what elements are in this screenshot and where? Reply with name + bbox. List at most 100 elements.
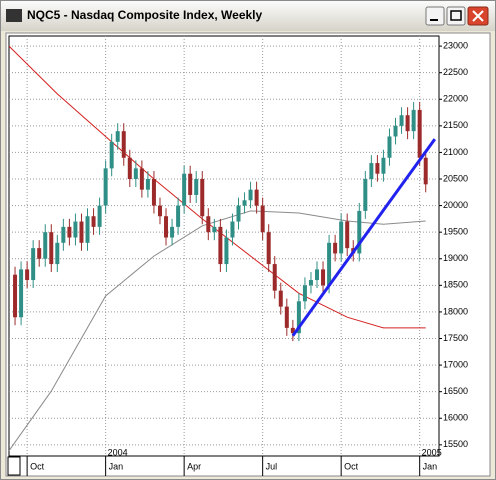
candle-body — [369, 163, 374, 180]
candle-body — [170, 226, 175, 238]
trendline — [291, 138, 437, 337]
candle-body — [133, 168, 138, 180]
title-bar — [1, 1, 495, 31]
candle-body — [345, 221, 350, 249]
candle-body — [333, 242, 338, 254]
candle-body — [115, 131, 120, 142]
candle-body — [194, 179, 199, 195]
candle-body — [176, 205, 181, 227]
y-tick-label: 20500 — [443, 173, 468, 183]
candle-body — [315, 269, 320, 281]
candle-body — [151, 179, 156, 206]
moving-average — [8, 210, 426, 451]
candle-body — [393, 125, 398, 137]
candle-body — [405, 115, 410, 132]
candle-body — [25, 269, 30, 281]
candle-body — [182, 173, 187, 206]
year-label: 2004 — [108, 447, 128, 457]
candle-body — [411, 109, 416, 132]
candle-body — [188, 173, 193, 195]
y-tick-label: 17000 — [443, 359, 468, 369]
x-tick-label: Jan — [109, 461, 124, 471]
candle-body — [73, 221, 78, 238]
candle-body — [157, 205, 162, 217]
candle-body — [103, 168, 108, 206]
y-tick-label: 21500 — [443, 120, 468, 130]
candle-body — [302, 285, 307, 302]
candle-body — [399, 115, 404, 126]
candle-body — [218, 226, 223, 265]
candle-body — [91, 216, 96, 227]
candle-body — [290, 327, 295, 334]
y-tick-label: 19500 — [443, 227, 468, 237]
candle-body — [206, 216, 211, 233]
minimize-button[interactable] — [425, 6, 445, 26]
candle-body — [55, 242, 60, 265]
candle-body — [417, 109, 422, 158]
x-tick-label: Jan — [423, 461, 438, 471]
candle-body — [79, 221, 84, 243]
candle-body — [339, 221, 344, 254]
candle-body — [31, 248, 36, 281]
y-tick-label: 20000 — [443, 200, 468, 210]
candle-body — [212, 226, 217, 233]
maximize-button[interactable] — [446, 6, 466, 26]
candle-body — [284, 306, 289, 328]
candle-body — [278, 290, 283, 307]
candle-body — [109, 141, 114, 169]
candle-body — [381, 157, 386, 174]
candle-body — [242, 200, 247, 206]
close-button[interactable] — [467, 6, 489, 26]
candle-body — [236, 205, 241, 222]
y-tick-label: 17500 — [443, 333, 468, 343]
y-tick-label: 15500 — [443, 439, 468, 449]
candle-body — [248, 189, 253, 201]
y-tick-label: 22500 — [443, 67, 468, 77]
candle-body — [67, 226, 72, 238]
x-tick-label: Jul — [266, 461, 278, 471]
x-tick-label: Apr — [187, 461, 201, 471]
candle-body — [375, 163, 380, 174]
candle-body — [266, 232, 271, 265]
candle-body — [363, 179, 368, 211]
candle-body — [321, 269, 326, 286]
plot-frame — [8, 35, 440, 457]
candle-body — [145, 179, 150, 190]
candle-body — [308, 280, 313, 286]
candle-body — [37, 248, 42, 259]
y-tick-label: 22000 — [443, 94, 468, 104]
y-tick-label: 16500 — [443, 386, 468, 396]
candle-body — [13, 274, 18, 318]
candle-body — [224, 237, 229, 265]
candle-body — [200, 179, 205, 217]
candle-body — [272, 264, 277, 291]
candle-body — [230, 221, 235, 238]
candle-body — [164, 216, 169, 238]
year-label: 2005 — [422, 447, 442, 457]
candle-body — [127, 157, 132, 180]
y-tick-label: 19000 — [443, 253, 468, 263]
candle-body — [121, 131, 126, 158]
y-tick-label: 18000 — [443, 306, 468, 316]
plot: 15500 16000 16500 17000 17500 18000 18500 19000… — [8, 36, 468, 476]
app-icon — [6, 9, 22, 22]
candle-body — [387, 136, 392, 158]
window-title: NQC5 - Nasdaq Composite Index, Weekly — [27, 8, 262, 22]
candle-body — [85, 216, 90, 243]
y-tick-label: 23000 — [443, 40, 468, 50]
candle-body — [61, 226, 66, 243]
x-tick-label: Oct — [30, 461, 45, 471]
candle-body — [296, 301, 301, 334]
candle-body — [327, 242, 332, 286]
corner-box[interactable] — [7, 456, 21, 476]
y-tick-label: 18500 — [443, 280, 468, 290]
candle-body — [357, 210, 362, 254]
candle-body — [260, 205, 265, 233]
candle-body — [19, 269, 24, 318]
y-tick-label: 21000 — [443, 147, 468, 157]
y-tick-label: 16000 — [443, 413, 468, 423]
candle-body — [43, 232, 48, 259]
x-tick-label: Oct — [344, 461, 359, 471]
